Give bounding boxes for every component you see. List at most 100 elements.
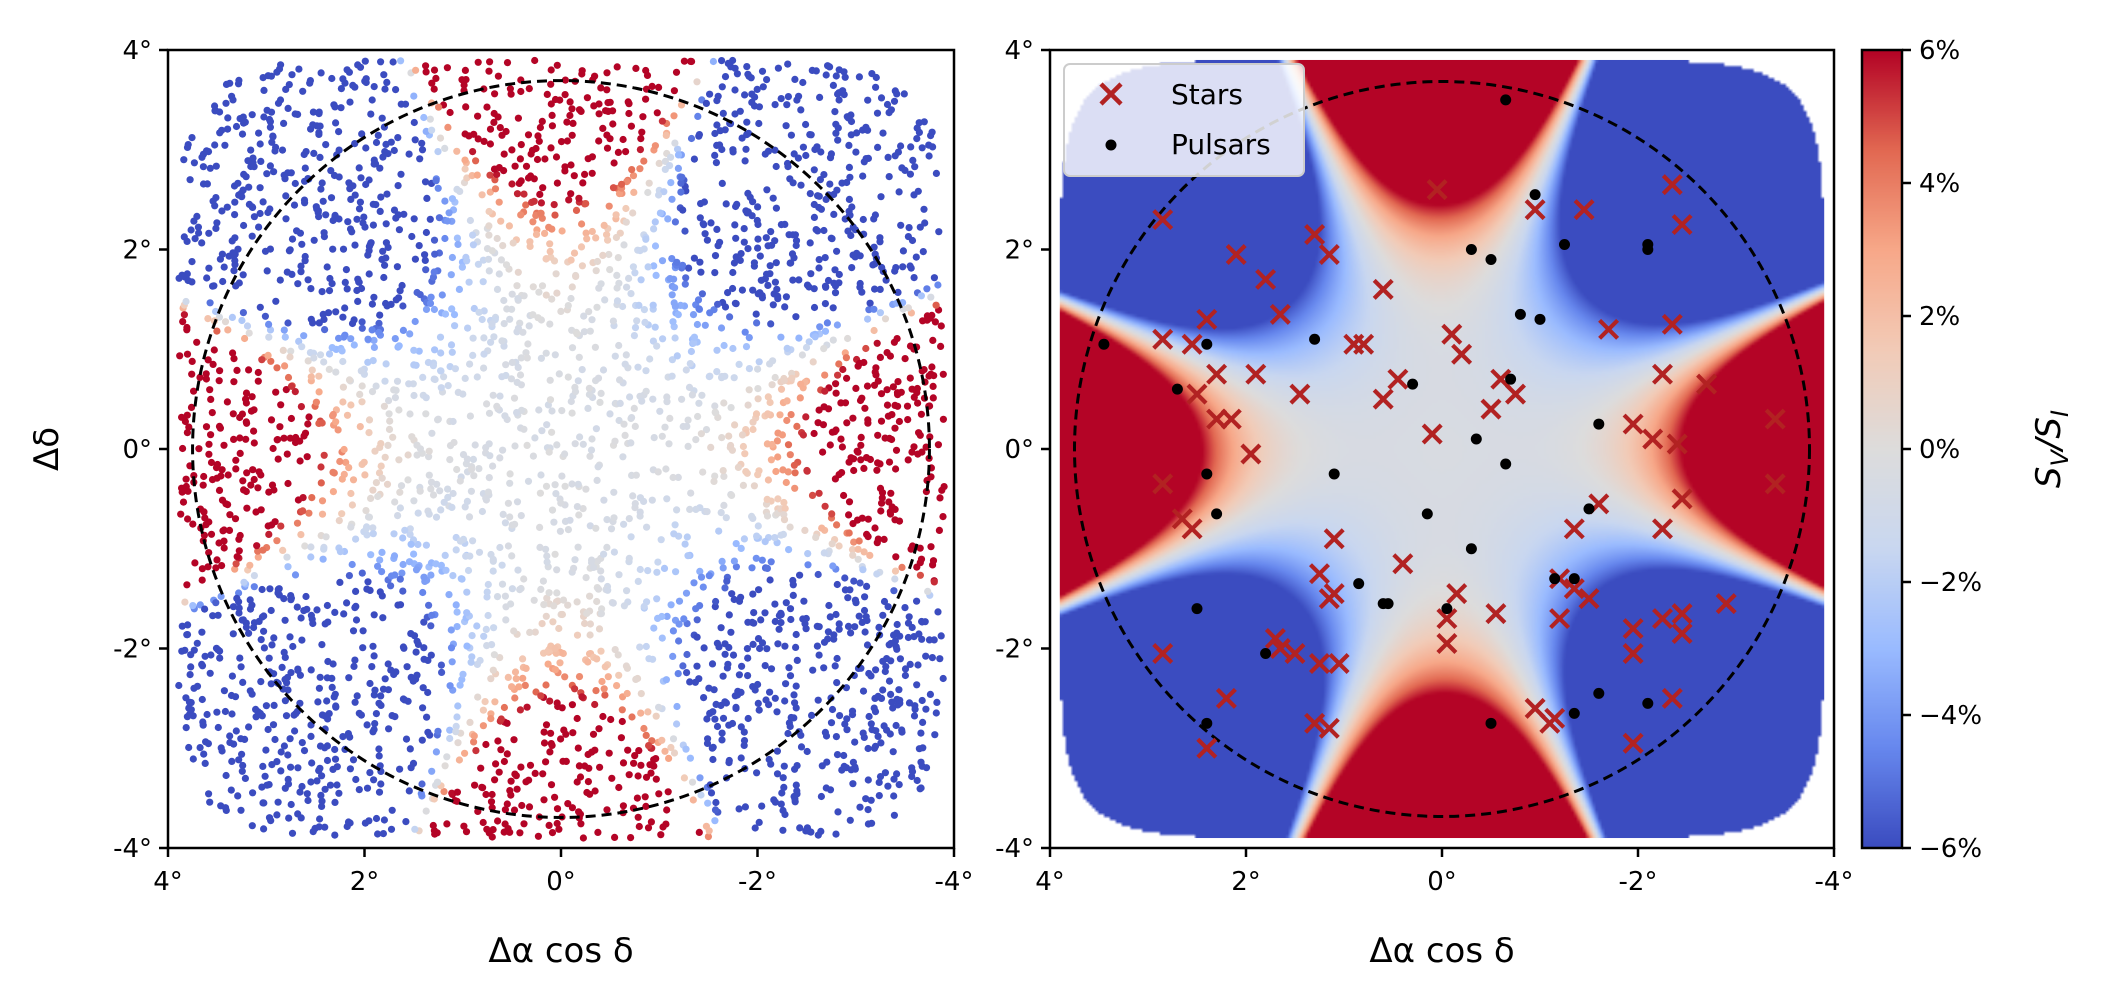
- left-scatter-point: [782, 293, 791, 301]
- left-scatter-point: [705, 572, 713, 580]
- left-scatter-point: [335, 517, 343, 525]
- left-scatter-point: [539, 770, 547, 778]
- left-scatter-point: [358, 398, 366, 406]
- left-scatter-point: [744, 618, 752, 626]
- left-scatter-point: [332, 119, 340, 127]
- left-scatter-point: [189, 712, 197, 720]
- left-scatter-point: [682, 589, 691, 597]
- left-scatter-point: [814, 831, 822, 839]
- left-scatter-point: [379, 830, 387, 838]
- left-scatter-point: [668, 195, 676, 203]
- left-scatter-point: [729, 344, 737, 353]
- left-scatter-point: [731, 86, 739, 94]
- left-scatter-point: [420, 644, 428, 652]
- left-scatter-points: [175, 56, 948, 842]
- left-scatter-point: [913, 776, 921, 785]
- left-scatter-point: [369, 642, 377, 650]
- left-scatter-point: [441, 234, 449, 243]
- left-scatter-point: [835, 96, 843, 104]
- left-scatter-point: [486, 452, 494, 460]
- left-scatter-point: [724, 289, 732, 297]
- left-scatter-point: [795, 92, 803, 100]
- left-scatter-point: [705, 373, 713, 381]
- left-scatter-point: [239, 616, 247, 624]
- left-scatter-point: [546, 748, 554, 756]
- left-scatter-point: [607, 525, 616, 533]
- left-scatter-point: [678, 395, 686, 403]
- left-scatter-point: [893, 620, 901, 629]
- left-scatter-point: [284, 563, 292, 571]
- left-scatter-point: [339, 398, 347, 406]
- left-scatter-point: [353, 215, 361, 223]
- left-scatter-point: [237, 806, 245, 814]
- left-scatter-point: [239, 271, 247, 279]
- left-scatter-point: [460, 822, 468, 830]
- left-scatter-point: [622, 204, 630, 213]
- left-scatter-point: [644, 708, 652, 716]
- left-scatter-point: [815, 256, 823, 264]
- left-scatter-point: [499, 446, 507, 454]
- left-scatter-point: [864, 806, 872, 814]
- left-scatter-point: [283, 268, 291, 276]
- left-scatter-point: [748, 564, 756, 572]
- left-scatter-point: [514, 566, 522, 574]
- left-scatter-point: [315, 823, 323, 831]
- left-scatter-point: [449, 572, 457, 580]
- left-scatter-point: [806, 131, 814, 139]
- left-scatter-point: [396, 575, 404, 583]
- left-scatter-point: [877, 507, 885, 515]
- left-scatter-point: [895, 686, 903, 694]
- left-scatter-point: [771, 600, 779, 608]
- left-scatter-point: [293, 519, 302, 527]
- left-scatter-point: [557, 735, 565, 743]
- left-scatter-point: [891, 152, 899, 160]
- left-scatter-point: [221, 141, 229, 149]
- left-scatter-point: [189, 520, 197, 528]
- left-scatter-point: [810, 429, 818, 438]
- left-scatter-point: [720, 341, 728, 350]
- left-scatter-point: [433, 778, 442, 786]
- left-scatter-point: [851, 623, 859, 631]
- left-scatter-point: [297, 531, 305, 539]
- left-scatter-point: [925, 152, 933, 160]
- left-scatter-point: [501, 592, 509, 600]
- left-scatter-point: [519, 674, 527, 682]
- left-scatter-point: [259, 762, 267, 771]
- left-scatter-point: [610, 514, 618, 522]
- left-scatter-point: [864, 416, 872, 424]
- left-scatter-point: [485, 231, 493, 239]
- left-scatter-point: [183, 631, 191, 639]
- left-scatter-point: [209, 360, 217, 368]
- left-scatter-point: [422, 266, 430, 274]
- left-scatter-point: [890, 338, 899, 346]
- left-scatter-point: [658, 612, 666, 621]
- left-scatter-point: [654, 558, 662, 566]
- left-scatter-point: [696, 567, 704, 576]
- left-scatter-point: [735, 671, 744, 679]
- left-scatter-point: [826, 613, 834, 621]
- left-scatter-point: [208, 409, 216, 417]
- left-scatter-point: [810, 166, 818, 174]
- left-scatter-point: [596, 398, 604, 406]
- left-scatter-point: [686, 505, 694, 513]
- left-scatter-point: [538, 282, 547, 290]
- left-scatter-point: [840, 491, 848, 500]
- left-scatter-point: [890, 97, 899, 105]
- left-scatter-point: [724, 59, 732, 67]
- left-scatter-point: [730, 259, 739, 267]
- left-scatter-point: [470, 130, 478, 138]
- left-scatter-point: [704, 833, 713, 841]
- left-scatter-point: [502, 261, 511, 269]
- star-marker: [1764, 408, 1786, 430]
- left-scatter-point: [463, 609, 471, 617]
- left-scatter-point: [764, 410, 772, 418]
- left-scatter-point: [202, 423, 211, 431]
- left-scatter-point: [591, 343, 600, 351]
- left-scatter-point: [536, 489, 545, 497]
- left-scatter-point: [495, 768, 503, 776]
- left-scatter-point: [604, 236, 612, 244]
- left-scatter-point: [493, 402, 501, 410]
- left-scatter-point: [553, 805, 562, 813]
- left-scatter-point: [287, 414, 295, 423]
- left-scatter-point: [380, 816, 388, 824]
